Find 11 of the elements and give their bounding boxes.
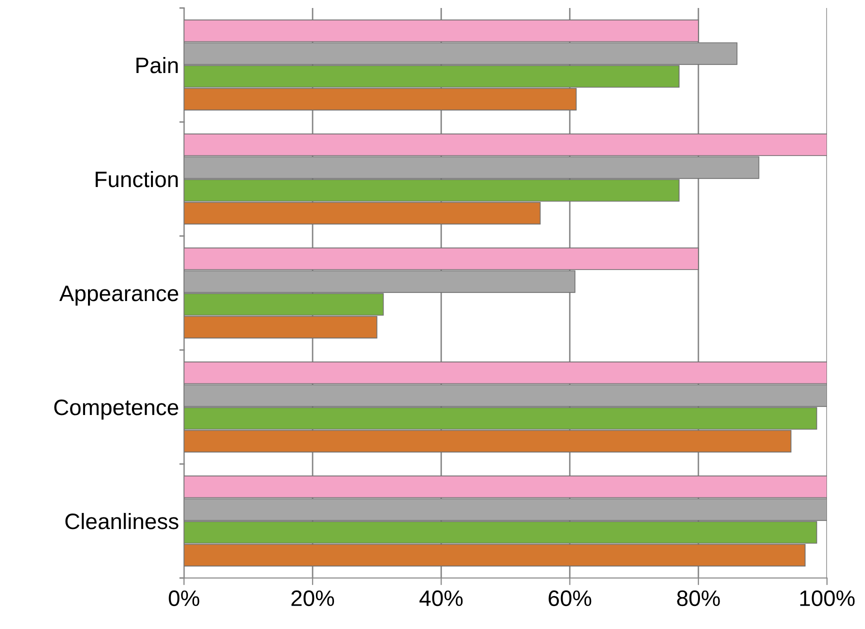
x-tick-label: 20% — [291, 590, 334, 606]
x-tick-label: 100% — [800, 590, 855, 606]
y-tick-label: Pain — [136, 56, 178, 74]
y-tick-label: Function — [96, 170, 178, 188]
y-tick-label: Appearance — [59, 286, 178, 306]
x-tick-label: 40% — [419, 590, 463, 606]
x-tick-label: 60% — [548, 590, 592, 606]
y-tick-label: Competence — [54, 400, 178, 420]
x-tick-label: 80% — [677, 590, 720, 606]
y-tick-label: Cleanliness — [65, 512, 178, 530]
x-tick-label: 0% — [168, 590, 200, 606]
